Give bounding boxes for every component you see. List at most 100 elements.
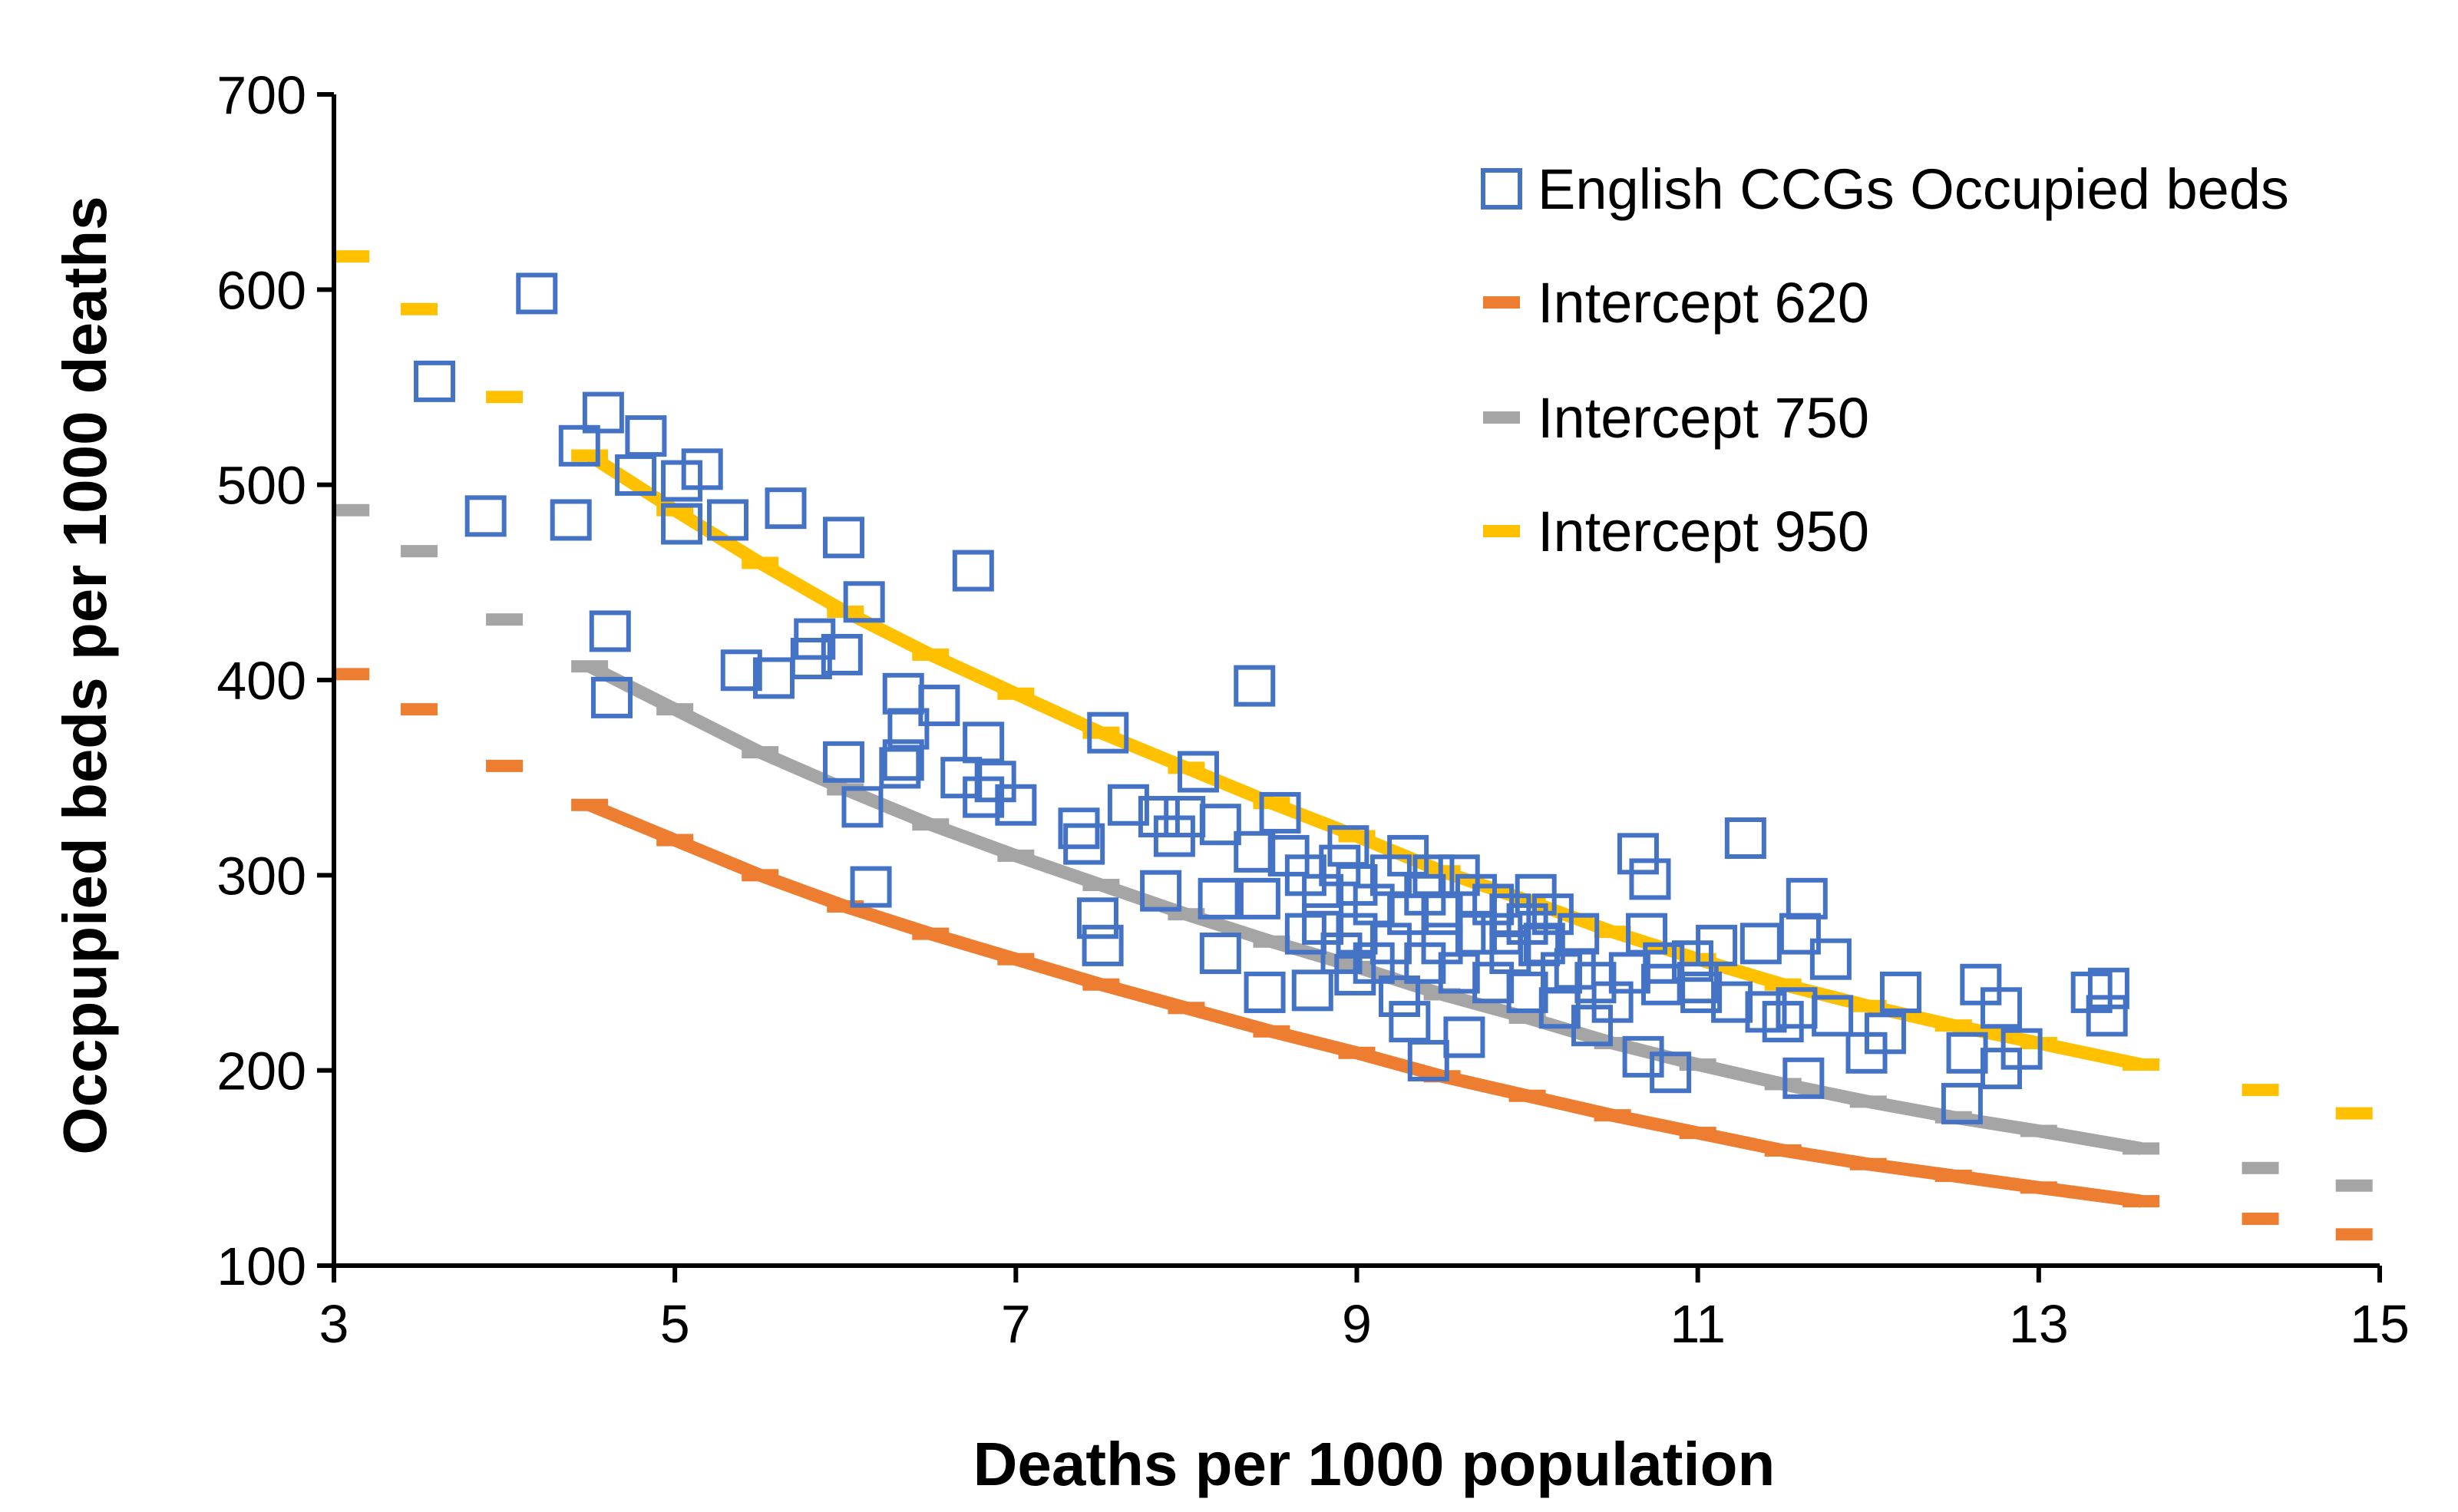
scatter-point <box>2087 967 2129 1009</box>
scatter-point <box>1980 987 2022 1029</box>
series-point-i620 <box>1934 1170 1972 1183</box>
scatter-point <box>1076 897 1118 939</box>
series-point-i750 <box>1253 935 1290 948</box>
y-tick-label: 500 <box>216 456 306 516</box>
legend-marker-620 <box>1483 296 1520 309</box>
series-point-i620 <box>2335 1228 2373 1241</box>
legend-label-750: Intercept 750 <box>1538 386 1869 450</box>
scatter-point <box>821 633 863 675</box>
series-point-i750 <box>1508 1011 1546 1024</box>
scatter-point <box>1531 893 1574 936</box>
series-point-i750 <box>742 746 779 759</box>
scatter-point <box>1724 817 1766 860</box>
scatter-point <box>1063 823 1105 865</box>
y-axis-title: Occpupied beds per 1000 deaths <box>51 196 119 1154</box>
scatter-point <box>1762 1001 1804 1043</box>
scatter-point <box>1864 1012 1906 1055</box>
series-point-i620 <box>332 668 370 681</box>
scatter-point <box>823 741 865 783</box>
scatter-point <box>1622 1035 1664 1078</box>
series-point-i620 <box>1679 1127 1716 1140</box>
scatter-point <box>681 448 723 490</box>
series-point-i620 <box>401 703 438 716</box>
scatter-point <box>1650 1051 1692 1094</box>
series-point-i620 <box>912 927 950 940</box>
legend-label-950: Intercept 950 <box>1538 500 1869 563</box>
scatter-point <box>963 776 1005 818</box>
x-tick-label: 9 <box>1342 1294 1372 1354</box>
scatter-point <box>707 499 749 541</box>
series-point-i950 <box>1338 830 1376 843</box>
series-point-i620 <box>571 798 609 811</box>
series-point-i620 <box>997 952 1035 966</box>
scatter-point <box>1812 995 1854 1037</box>
x-tick-label: 11 <box>1670 1294 1726 1354</box>
scatter-point <box>625 415 667 457</box>
scatter-point <box>843 581 885 623</box>
scatter-point <box>1244 971 1286 1013</box>
y-tick-label: 300 <box>216 846 306 906</box>
scatter-point <box>1198 877 1240 919</box>
legend-marker-scatter <box>1481 168 1522 210</box>
series-point-i750 <box>2335 1179 2373 1192</box>
series-point-i950 <box>1168 761 1205 774</box>
series-point-i750 <box>571 660 609 673</box>
x-axis-title: Deaths per 1000 population <box>973 1430 1776 1498</box>
scatter-point <box>1327 825 1369 867</box>
scatter-point <box>1199 933 1241 975</box>
scatter-point <box>1389 1001 1431 1043</box>
scatter-point <box>582 391 624 434</box>
scatter-point <box>516 272 558 315</box>
series-point-i950 <box>332 250 370 263</box>
x-tick-label: 15 <box>2350 1294 2410 1354</box>
scatter-point <box>1140 870 1182 912</box>
series-point-i620 <box>1253 1025 1290 1038</box>
scatter-point <box>879 747 921 789</box>
scatter-point <box>1591 981 1634 1023</box>
scatter-point <box>1786 877 1828 919</box>
scatter-point <box>1739 923 1782 965</box>
series-point-i950 <box>1594 926 1631 939</box>
scatter-point <box>963 721 1005 764</box>
scatter-point <box>1107 784 1149 826</box>
scatter-point <box>1238 877 1280 919</box>
scatter-point <box>1153 815 1195 857</box>
series-point-i950 <box>912 648 950 661</box>
legend-marker-750 <box>1483 411 1520 424</box>
series-point-i750 <box>997 849 1035 862</box>
scatter-point <box>790 638 832 680</box>
scatter-point <box>823 517 865 559</box>
series-point-i950 <box>571 449 609 462</box>
series-point-i620 <box>486 759 524 772</box>
series-point-i620 <box>2020 1181 2057 1194</box>
scatter-point <box>1387 893 1429 936</box>
scatter-points <box>414 272 2129 1124</box>
scatter-point <box>1779 913 1821 955</box>
y-tick-label: 700 <box>216 65 306 125</box>
series-point-i750 <box>2242 1161 2279 1174</box>
scatter-point <box>1291 969 1333 1012</box>
series-point-i750 <box>2020 1124 2057 1137</box>
scatter-point <box>414 360 456 402</box>
series-point-i620 <box>1764 1144 1802 1157</box>
scatter-point <box>952 550 994 592</box>
series-point-i620 <box>1849 1157 1887 1170</box>
scatter-point <box>1626 913 1668 955</box>
series-point-i620 <box>1338 1046 1376 1059</box>
scatter-point <box>918 685 960 727</box>
series-point-i620 <box>1594 1109 1631 1122</box>
scatter-point <box>1443 1016 1485 1058</box>
series-point-i950 <box>1082 726 1120 739</box>
scatter-point <box>1782 1057 1825 1099</box>
series-point-i950 <box>997 687 1035 700</box>
x-tick-label: 5 <box>660 1294 690 1354</box>
scatter-point <box>1629 858 1671 900</box>
scatter-point <box>1617 833 1659 875</box>
scatter-point <box>1455 873 1497 916</box>
scatter-point <box>464 495 507 537</box>
series-point-i750 <box>401 545 438 558</box>
scatter-point <box>1199 804 1241 846</box>
scatter-point <box>1472 962 1515 1004</box>
scatter-point <box>1267 834 1310 876</box>
